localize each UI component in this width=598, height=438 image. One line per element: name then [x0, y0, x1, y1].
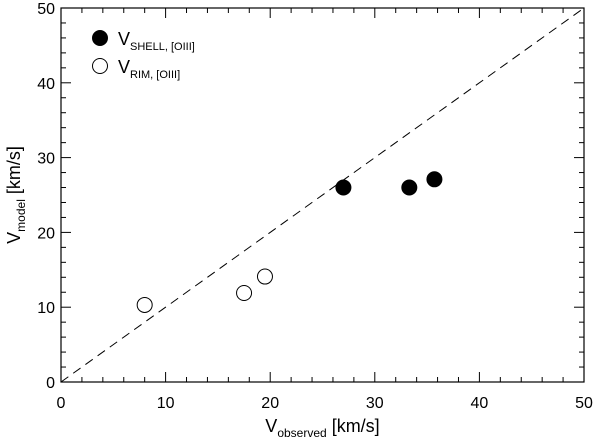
rim-data-point	[236, 284, 253, 301]
y-tick-label: 20	[37, 225, 55, 242]
x-tick-label: 30	[366, 395, 384, 412]
legend-marker-rim	[92, 58, 108, 74]
x-axis-label-sub: observed	[277, 426, 326, 438]
plot-frame	[60, 7, 585, 383]
y-axis-label-sub: model	[14, 199, 28, 232]
legend-label-shell: VSHELL, [OIII]	[118, 29, 195, 53]
x-tick-label: 40	[471, 395, 489, 412]
x-tick-label: 0	[57, 395, 66, 412]
legend-label-sub: SHELL, [OIII]	[130, 41, 195, 53]
x-axis-label-main: V	[265, 416, 277, 436]
shell-data-point	[401, 179, 418, 196]
x-tick-label: 20	[261, 395, 279, 412]
y-tick-label: 40	[37, 76, 55, 93]
legend-label-sub: RIM, [OIII]	[130, 69, 180, 81]
y-axis-label: Vmodel [km/s]	[4, 146, 28, 244]
legend-marker-shell	[92, 30, 108, 46]
one-to-one-reference-line	[60, 7, 585, 383]
shell-data-point	[335, 179, 352, 196]
rim-data-point	[136, 296, 153, 313]
y-axis-label-unit: [km/s]	[4, 146, 24, 199]
x-axis-label-unit: [km/s]	[327, 416, 380, 436]
x-tick-label: 10	[157, 395, 175, 412]
shell-data-point	[426, 171, 443, 188]
x-axis-label: Vobserved [km/s]	[265, 416, 379, 438]
x-tick-label: 50	[575, 395, 593, 412]
legend-label-main: V	[118, 29, 130, 49]
legend-label-rim: VRIM, [OIII]	[118, 57, 180, 81]
legend-label-main: V	[118, 57, 130, 77]
y-tick-label: 0	[46, 375, 55, 392]
y-tick-label: 50	[37, 1, 55, 18]
rim-data-point	[256, 268, 273, 285]
y-tick-label: 10	[37, 300, 55, 317]
y-tick-label: 30	[37, 151, 55, 168]
y-axis-label-main: V	[4, 232, 24, 244]
